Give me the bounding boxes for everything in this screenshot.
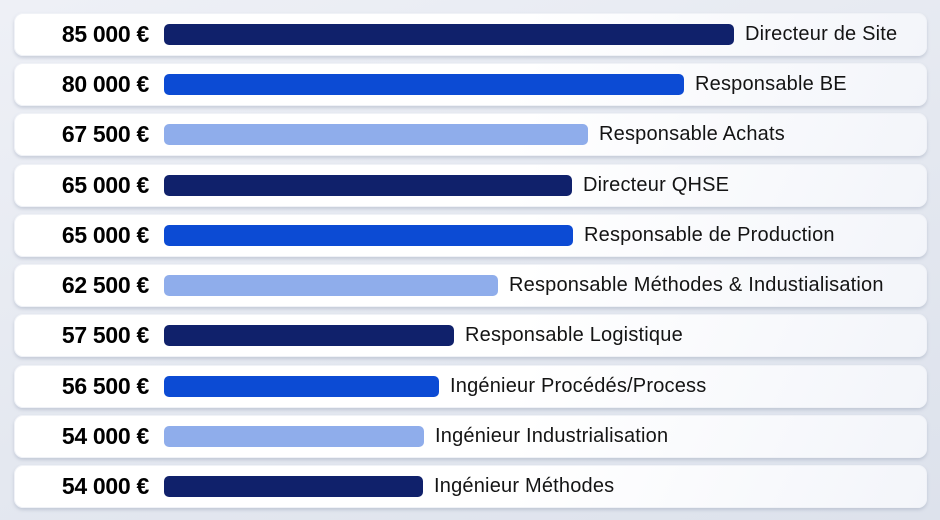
salary-row: 85 000 € Directeur de Site bbox=[14, 13, 927, 56]
salary-row: 54 000 € Ingénieur Industrialisation bbox=[14, 414, 927, 458]
salary-value-label: 56 500 € bbox=[61, 372, 149, 399]
salary-row: 65 000 € Directeur QHSE bbox=[14, 163, 927, 207]
salary-row: 56 500 € Ingénieur Procédés/Process bbox=[14, 364, 927, 408]
salary-row: 62 500 € Responsable Méthodes & Industia… bbox=[14, 264, 927, 308]
salary-bar bbox=[164, 475, 423, 497]
salary-value-label: 54 000 € bbox=[61, 422, 149, 449]
salary-value-label: 57 500 € bbox=[61, 322, 149, 349]
salary-row: 54 000 € Ingénieur Méthodes bbox=[14, 464, 927, 508]
salary-bar bbox=[164, 174, 572, 196]
job-title-label: Ingénieur Procédés/Process bbox=[450, 374, 707, 397]
job-title-label: Ingénieur Industrialisation bbox=[435, 424, 669, 447]
salary-row: 65 000 € Responsable de Production bbox=[14, 213, 927, 257]
salary-value-label: 67 500 € bbox=[61, 121, 149, 148]
salary-value-label: 85 000 € bbox=[61, 21, 149, 47]
job-title-label: Responsable BE bbox=[695, 73, 847, 96]
salary-bar bbox=[164, 124, 588, 146]
salary-row: 67 500 € Responsable Achats bbox=[14, 113, 927, 157]
salary-value-label: 65 000 € bbox=[61, 221, 149, 248]
salary-bar bbox=[164, 224, 573, 246]
salary-bar bbox=[164, 375, 439, 397]
job-title-label: Responsable de Production bbox=[584, 223, 835, 246]
job-title-label: Responsable Achats bbox=[599, 123, 785, 146]
salary-row: 57 500 € Responsable Logistique bbox=[14, 314, 927, 358]
job-title-label: Responsable Logistique bbox=[465, 324, 683, 347]
job-title-label: Directeur QHSE bbox=[583, 173, 730, 196]
job-title-label: Directeur de Site bbox=[745, 23, 898, 45]
job-title-label: Ingénieur Méthodes bbox=[434, 474, 615, 497]
job-title-label: Responsable Méthodes & Industialisation bbox=[509, 274, 884, 297]
salary-value-label: 65 000 € bbox=[61, 171, 149, 198]
salary-value-label: 62 500 € bbox=[61, 272, 149, 299]
salary-bar bbox=[164, 24, 734, 45]
salary-bar bbox=[164, 275, 498, 297]
salary-bar bbox=[164, 325, 454, 347]
salary-bar bbox=[164, 74, 684, 96]
salary-bar bbox=[164, 425, 424, 447]
salary-value-label: 54 000 € bbox=[61, 472, 149, 499]
salary-row: 80 000 € Responsable BE bbox=[14, 63, 927, 107]
salary-value-label: 80 000 € bbox=[61, 71, 149, 98]
